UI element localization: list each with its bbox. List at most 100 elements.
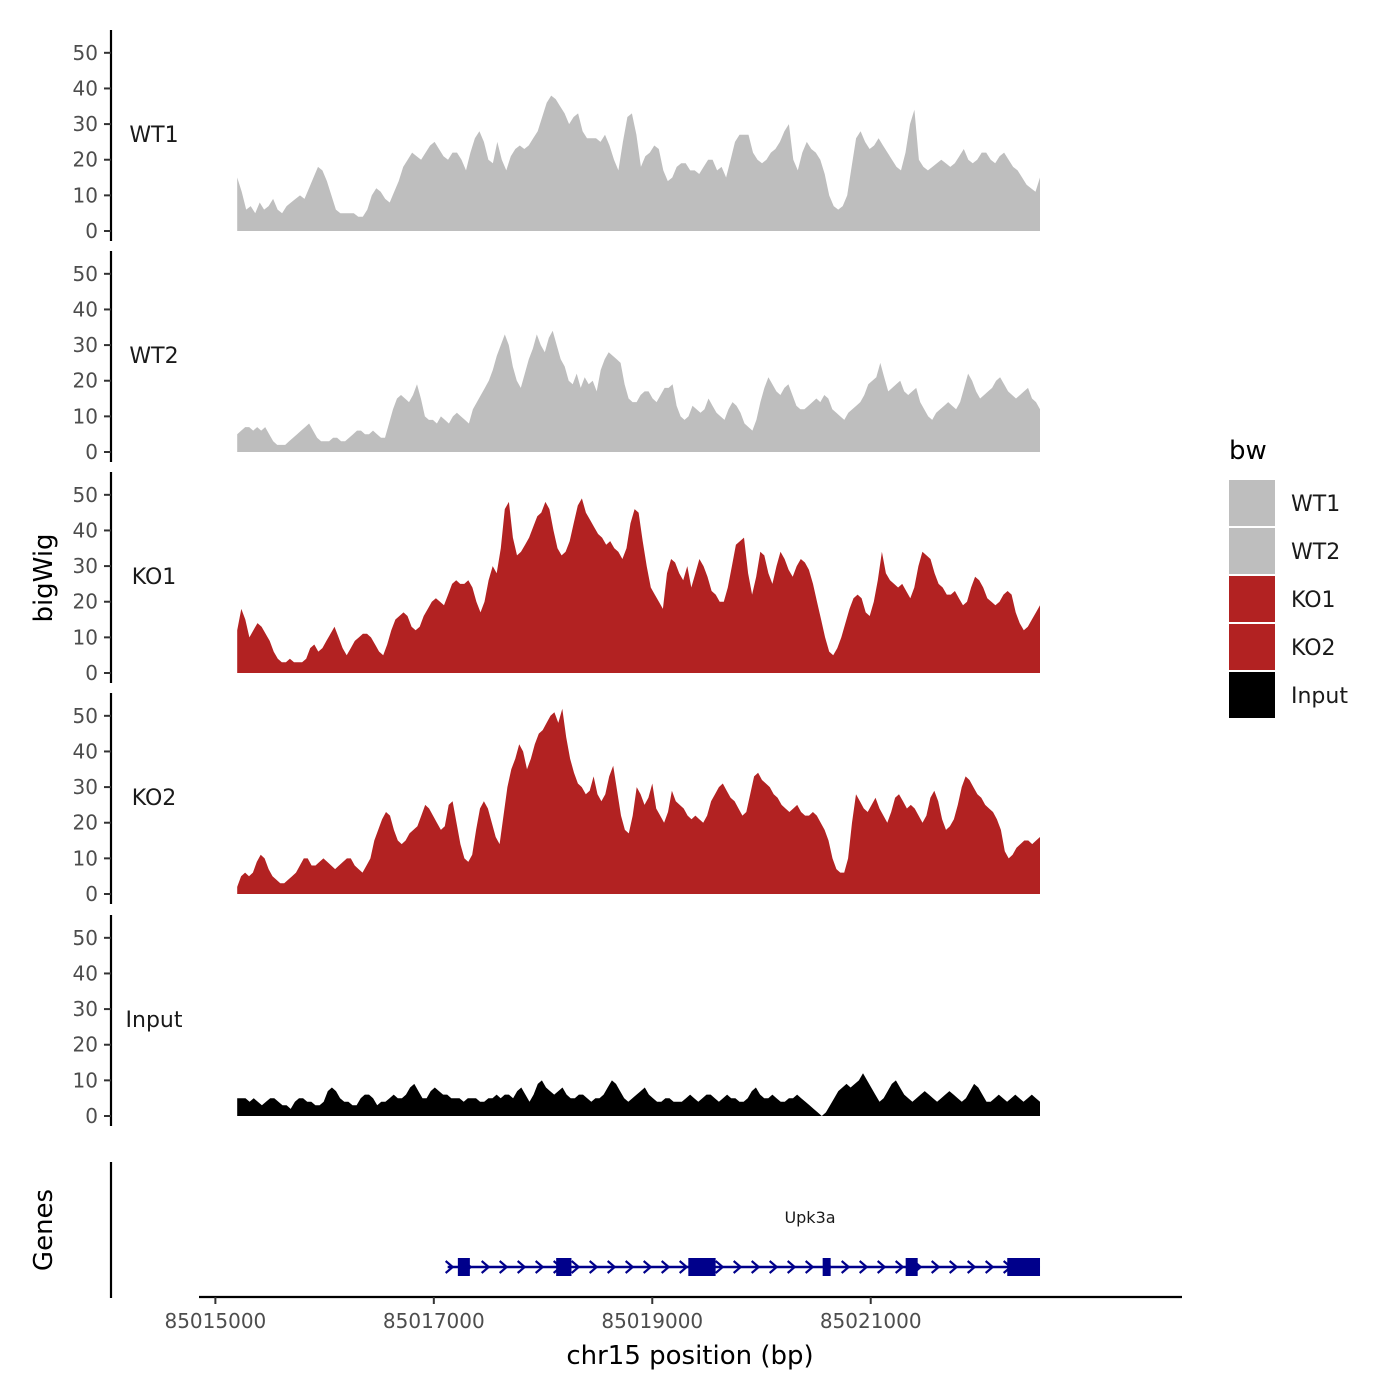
legend-swatch-ko2 [1229, 624, 1275, 670]
y-tick-label: 50 [73, 926, 98, 950]
legend-label-input: Input [1291, 684, 1348, 709]
panel-ko2: 0 10 20 30 40 50 KO2 [73, 693, 1040, 906]
panel-ko1: 0 10 20 30 40 50 KO1 [73, 472, 1040, 685]
area-wt1 [237, 95, 1040, 231]
strand-arrow [732, 1260, 743, 1274]
strand-arrow [930, 1260, 941, 1274]
area-ko1 [237, 498, 1040, 673]
gene-track: Upk3a [109, 1162, 1041, 1298]
strand-arrow [480, 1260, 491, 1274]
x-axis: 85015000 85017000 85019000 85021000 chr15 p… [164, 1295, 1182, 1371]
panel-wt1: 0 10 20 30 40 50 WT1 [73, 30, 1040, 243]
y-tick-label: 30 [73, 554, 98, 578]
gene-name-label: Upk3a [784, 1208, 835, 1227]
x-tick-label: 85015000 [164, 1309, 266, 1333]
y-tick-label: 50 [73, 704, 98, 728]
y-tick-label: 0 [85, 661, 98, 685]
strand-arrow [516, 1260, 527, 1274]
strand-arrow [660, 1260, 671, 1274]
strand-arrow [606, 1260, 617, 1274]
legend-swatch-ko1 [1229, 576, 1275, 622]
y-tick-label: 50 [73, 483, 98, 507]
gene-exon [556, 1258, 572, 1276]
strand-arrow [678, 1260, 689, 1274]
gene-exon [822, 1258, 831, 1276]
strand-arrow [714, 1260, 725, 1274]
x-tick-label: 85017000 [383, 1309, 485, 1333]
strand-arrow [534, 1260, 545, 1274]
gene-exon [688, 1258, 716, 1276]
legend-title: bw [1229, 436, 1267, 466]
y-tick-label: 30 [73, 775, 98, 799]
strand-arrow [894, 1260, 905, 1274]
x-tick-label: 85021000 [820, 1309, 922, 1333]
y-tick-label: 50 [73, 262, 98, 286]
strand-arrow [786, 1260, 797, 1274]
x-ticks: 85015000 85017000 85019000 85021000 [164, 1297, 922, 1333]
area-wt2 [237, 330, 1040, 452]
panel-wt2: 0 10 20 30 40 50 WT2 [73, 251, 1040, 464]
gene-exon [457, 1258, 470, 1276]
strand-arrow [948, 1260, 959, 1274]
legend-label-wt2: WT2 [1291, 540, 1340, 565]
track-label-wt1: WT1 [129, 123, 178, 148]
y-tick-label: 30 [73, 997, 98, 1021]
y-tick-label: 40 [73, 518, 98, 542]
panel-input: 0 10 20 30 40 50 Input [73, 915, 1040, 1128]
y-tick-label: 30 [73, 333, 98, 357]
y-tick-label: 40 [73, 297, 98, 321]
strand-arrow [984, 1260, 995, 1274]
bigwig-panels: 0 10 20 30 40 50 WT1 0 10 20 30 40 50 WT2 0 10 20 30 40 50 K… [73, 30, 1040, 1128]
legend-swatch-wt1 [1229, 480, 1275, 526]
y-axis-title: bigWig [29, 533, 59, 622]
y-tick-label: 0 [85, 440, 98, 464]
x-axis-title: chr15 position (bp) [566, 1341, 813, 1371]
y-tick-label: 40 [73, 76, 98, 100]
strand-arrow [624, 1260, 635, 1274]
y-tick-label: 0 [85, 219, 98, 243]
strand-arrow [498, 1260, 509, 1274]
legend-label-wt1: WT1 [1291, 492, 1340, 517]
y-tick-label: 0 [85, 882, 98, 906]
y-tick-label: 0 [85, 1104, 98, 1128]
strand-arrow [804, 1260, 815, 1274]
y-tick-label: 30 [73, 112, 98, 136]
strand-arrow [588, 1260, 599, 1274]
y-tick-label: 10 [73, 625, 98, 649]
y-tick-label: 20 [73, 148, 98, 172]
strand-arrow [966, 1260, 977, 1274]
gene-exon [905, 1258, 918, 1276]
legend: bw WT1 WT2 KO1 KO2 Input [1229, 436, 1348, 718]
gene-track-title: Genes [29, 1189, 59, 1271]
strand-arrow [840, 1260, 851, 1274]
legend-entries: WT1 WT2 KO1 KO2 Input [1229, 480, 1348, 718]
y-tick-label: 20 [73, 590, 98, 614]
strand-arrow [858, 1260, 869, 1274]
strand-arrow [876, 1260, 887, 1274]
y-tick-label: 10 [73, 846, 98, 870]
y-tick-label: 20 [73, 811, 98, 835]
track-label-ko1: KO1 [132, 565, 177, 590]
track-label-wt2: WT2 [129, 344, 178, 369]
legend-swatch-wt2 [1229, 528, 1275, 574]
x-tick-label: 85019000 [601, 1309, 703, 1333]
area-ko2 [237, 708, 1040, 894]
y-tick-label: 50 [73, 41, 98, 65]
legend-label-ko1: KO1 [1291, 588, 1336, 613]
y-tick-label: 10 [73, 1068, 98, 1092]
legend-label-ko2: KO2 [1291, 636, 1336, 661]
y-tick-label: 40 [73, 739, 98, 763]
y-tick-label: 40 [73, 961, 98, 985]
y-tick-label: 20 [73, 1033, 98, 1057]
y-tick-label: 10 [73, 183, 98, 207]
strand-arrow [444, 1260, 455, 1274]
track-label-ko2: KO2 [132, 786, 177, 811]
strand-arrow [768, 1260, 779, 1274]
track-label-input: Input [126, 1008, 183, 1033]
strand-arrow [570, 1260, 581, 1274]
strand-arrow [750, 1260, 761, 1274]
strand-arrow [642, 1260, 653, 1274]
gene-exon [1007, 1258, 1041, 1276]
gene-model [444, 1258, 1041, 1276]
y-tick-label: 20 [73, 369, 98, 393]
